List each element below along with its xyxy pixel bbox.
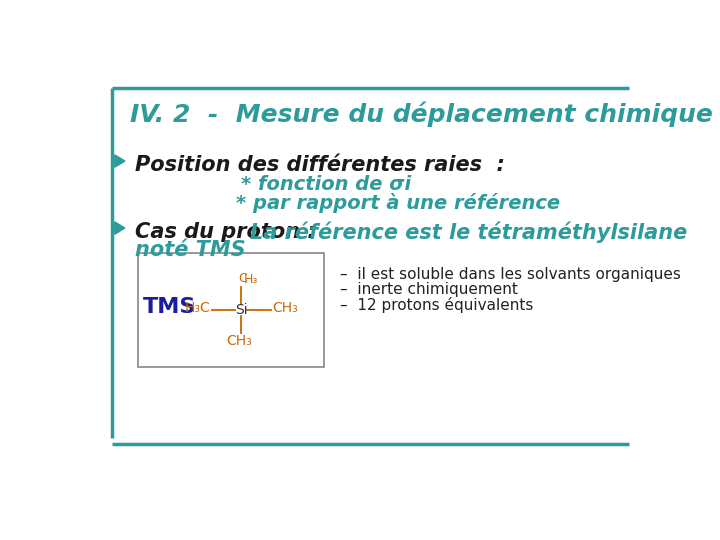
- Polygon shape: [114, 155, 125, 167]
- Polygon shape: [114, 222, 125, 234]
- Text: H₃C: H₃C: [184, 301, 210, 315]
- Text: Position des différentes raies  :: Position des différentes raies :: [135, 155, 505, 175]
- Text: * par rapport à une référence: * par rapport à une référence: [235, 193, 560, 213]
- Text: –  12 protons équivalents: – 12 protons équivalents: [340, 298, 533, 313]
- Bar: [138, 253, 324, 367]
- Text: noté TMS: noté TMS: [135, 240, 246, 260]
- Text: CH₃: CH₃: [227, 334, 253, 348]
- Text: * fonction de σi: * fonction de σi: [241, 175, 411, 194]
- Text: Si: Si: [235, 302, 248, 316]
- Text: H₃: H₃: [244, 273, 258, 286]
- Text: C: C: [238, 272, 247, 285]
- Text: –  il est soluble dans les solvants organiques: – il est soluble dans les solvants organ…: [340, 267, 680, 281]
- Text: IV. 2  -  Mesure du déplacement chimique: IV. 2 - Mesure du déplacement chimique: [130, 102, 714, 127]
- Text: TMS: TMS: [143, 296, 196, 316]
- Text: –  inerte chimiquement: – inerte chimiquement: [340, 282, 518, 297]
- Text: CH₃: CH₃: [272, 301, 298, 315]
- Text: La référence est le tétraméthylsilane: La référence est le tétraméthylsilane: [250, 222, 687, 244]
- Text: Cas du proton :: Cas du proton :: [135, 222, 323, 242]
